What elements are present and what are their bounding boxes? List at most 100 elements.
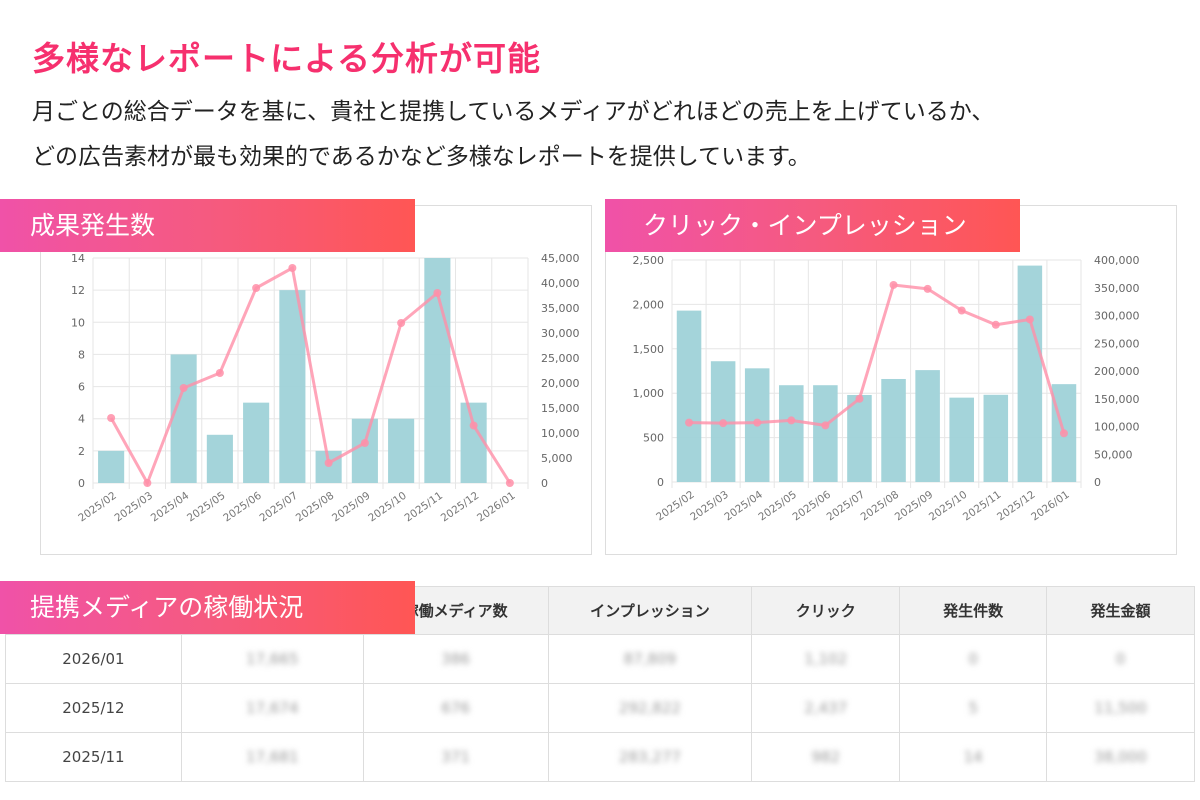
y-left-tick-label: 1,000 xyxy=(633,387,665,400)
y-left-tick-label: 2,500 xyxy=(633,254,665,267)
bar xyxy=(915,370,940,482)
table-cell: 2,437 xyxy=(751,683,901,733)
line-point xyxy=(1059,429,1068,438)
y-left-tick-label: 0 xyxy=(657,476,664,489)
table-cell: 0 xyxy=(899,634,1048,684)
table-cell: 1,102 xyxy=(751,634,901,684)
description: 月ごとの総合データを基に、貴社と提携しているメディアがどれほどの売上を上げている… xyxy=(32,90,994,180)
y-right-tick-label: 35,000 xyxy=(541,302,580,315)
line-point xyxy=(1025,315,1034,324)
line-point xyxy=(143,479,152,487)
description-line: 月ごとの総合データを基に、貴社と提携しているメディアがどれほどの売上を上げている… xyxy=(32,99,995,125)
x-tick-label: 2025/02 xyxy=(76,490,119,525)
table-row: 2025/12 17,674 676 292,822 2,437 5 11,500 xyxy=(5,683,1195,733)
table-cell: 292,822 xyxy=(547,683,753,733)
bar xyxy=(881,378,906,482)
y-right-tick-label: 0 xyxy=(1094,476,1101,489)
column-header: インプレッション xyxy=(547,586,753,635)
bar xyxy=(206,434,233,483)
cell-value: 2026/01 xyxy=(62,650,125,668)
cell-value: 283,277 xyxy=(618,748,681,766)
table-cell: 17,681 xyxy=(180,732,364,782)
conversions-chart: 0 2 4 6 8 10 12 14 0 5,000 10,000 15,000 20,000 25,00… xyxy=(71,252,580,525)
line-point xyxy=(957,306,966,315)
line-point xyxy=(252,284,261,292)
bar xyxy=(779,385,804,482)
column-header: クリック xyxy=(751,586,901,635)
cell-value: 87,809 xyxy=(623,650,677,668)
table-cell: 283,277 xyxy=(547,732,753,782)
bar xyxy=(847,394,872,482)
line-point xyxy=(324,459,333,467)
cell-value: 1,102 xyxy=(804,650,848,668)
bar xyxy=(1017,265,1043,482)
chart-1-panel: 0 2 4 6 8 10 12 14 0 5,000 10,000 15,000 20,000 25,00… xyxy=(40,205,592,555)
cell-value: 17,674 xyxy=(246,699,299,717)
table-row: 2025/11 17,681 371 283,277 982 14 38,000 xyxy=(5,732,1195,782)
series-line xyxy=(109,265,512,487)
y-right-tick-label: 40,000 xyxy=(541,277,580,290)
y-right-tick-label: 30,000 xyxy=(541,327,580,340)
line-point xyxy=(397,319,406,327)
cell-value: 2025/11 xyxy=(62,748,125,766)
page-title: 多様なレポートによる分析が可能 xyxy=(32,39,542,78)
cell-value: 0 xyxy=(968,650,978,668)
line-point xyxy=(505,479,514,487)
table-cell: 5 xyxy=(899,683,1048,733)
line-point xyxy=(360,439,369,447)
y-right-tick-label: 10,000 xyxy=(541,427,580,440)
y-right-tick-label: 15,000 xyxy=(541,402,580,415)
cell-value: 371 xyxy=(441,748,470,766)
chart-1-title: 成果発生数 xyxy=(0,199,415,252)
y-left-tick-label: 0 xyxy=(78,477,85,490)
y-left-tick-label: 14 xyxy=(71,252,85,265)
y-right-tick-label: 25,000 xyxy=(541,352,580,365)
cell-value: 5 xyxy=(968,699,978,717)
x-tick-label: 2025/11 xyxy=(402,490,445,525)
line-point xyxy=(685,418,694,427)
media-status-table: 稼働メディア数 インプレッション クリック 発生件数 発生金額 2026/01 17,665… xyxy=(5,586,1195,782)
y-left-tick-label: 12 xyxy=(71,284,85,297)
description-line: どの広告素材が最も効果的であるかなど多様なレポートを提供しています。 xyxy=(32,144,811,170)
table-cell: 87,809 xyxy=(547,634,753,684)
x-tick-label: 2026/01 xyxy=(1029,489,1072,524)
chart-2-panel: 0 500 1,000 1,500 2,000 2,500 0 50,000 100,000 15… xyxy=(605,205,1177,555)
y-right-tick-label: 5,000 xyxy=(541,452,573,465)
line-point xyxy=(719,419,728,428)
y-left-tick-label: 4 xyxy=(78,413,85,426)
cell-value: 982 xyxy=(811,748,841,766)
line-point xyxy=(107,414,116,422)
x-tick-label: 2025/05 xyxy=(185,490,228,525)
bar xyxy=(949,397,974,482)
y-right-tick-label: 200,000 xyxy=(1094,365,1140,378)
cell-value: 676 xyxy=(441,699,470,717)
x-tick-label: 2025/12 xyxy=(439,490,482,525)
column-header: 発生件数 xyxy=(899,586,1048,635)
table-cell: 38,000 xyxy=(1046,732,1195,782)
table-cell: 0 xyxy=(1046,634,1195,684)
click-impression-chart: 0 500 1,000 1,500 2,000 2,500 0 50,000 100,000 15… xyxy=(633,254,1140,524)
bar xyxy=(388,418,415,483)
table-cell: 11,500 xyxy=(1046,683,1195,733)
cell-value: 17,681 xyxy=(246,748,299,766)
column-header: 発生金額 xyxy=(1046,586,1195,635)
y-right-tick-label: 150,000 xyxy=(1094,393,1140,406)
table-row: 2026/01 17,665 386 87,809 1,102 0 0 xyxy=(5,634,1195,684)
x-tick-label: 2025/06 xyxy=(221,489,264,524)
y-right-tick-label: 50,000 xyxy=(1094,448,1133,461)
table-cell: 386 xyxy=(362,634,549,684)
x-tick-label: 2025/08 xyxy=(294,490,337,525)
line-point xyxy=(215,369,224,377)
cell-value: 0 xyxy=(1115,650,1126,668)
y-right-tick-label: 400,000 xyxy=(1094,254,1140,267)
bar xyxy=(243,402,270,483)
x-tick-label: 2026/01 xyxy=(475,490,518,525)
line-point xyxy=(288,264,297,272)
line-point xyxy=(753,418,762,427)
y-left-tick-label: 10 xyxy=(71,316,85,329)
cell-value: 17,665 xyxy=(246,650,299,668)
y-right-tick-label: 250,000 xyxy=(1094,337,1140,350)
line-point xyxy=(179,384,188,392)
cell-value: 2025/12 xyxy=(62,699,125,717)
line-point xyxy=(923,284,932,293)
